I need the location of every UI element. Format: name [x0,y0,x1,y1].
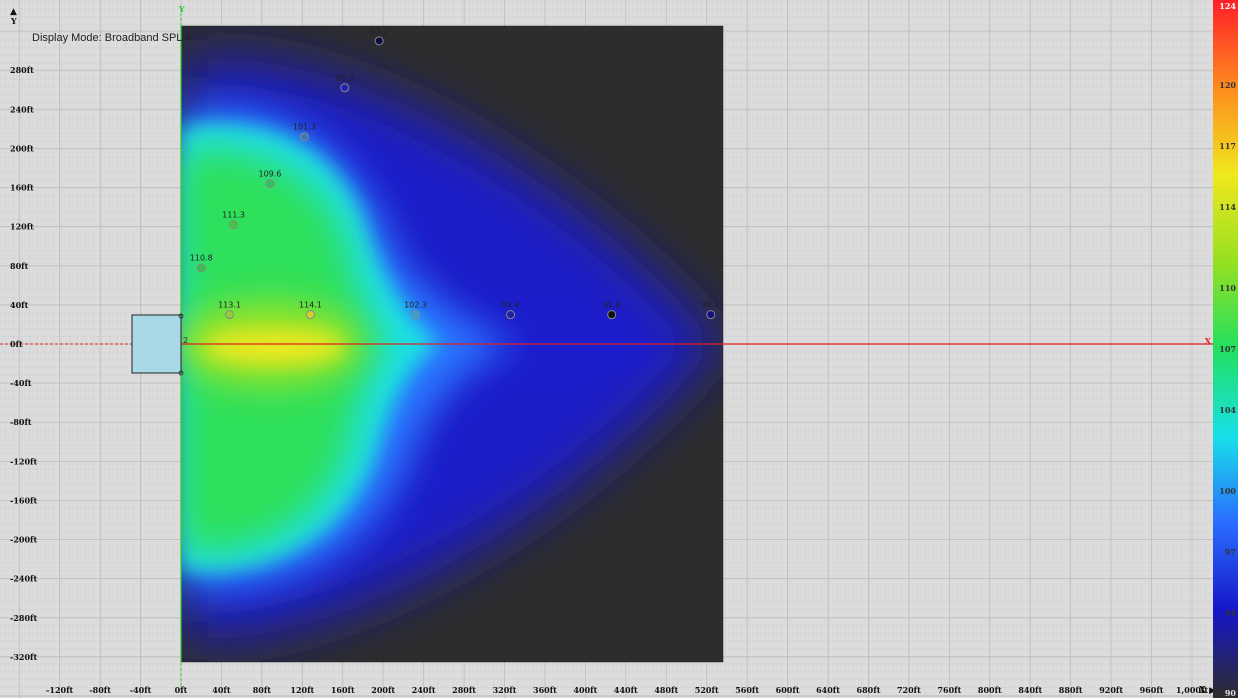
y-tick-label: 80ft [10,261,29,271]
x-tick-label: -40ft [130,685,152,695]
x-tick-label: 560ft [735,685,759,695]
x-axis-end-label: X ▶ [1199,686,1216,696]
y-tick-label: 280ft [10,65,34,75]
y-tick-label: -40ft [10,378,32,388]
x-tick-label: 0ft [175,685,188,695]
y-tick-label: -280ft [10,613,37,623]
y-tick-label: 200ft [10,143,34,153]
color-scale-label: 104 [1219,405,1236,415]
measurement-value: 96.3 [336,74,354,83]
measurement-point[interactable]: 111.3 [222,211,245,230]
measurement-point[interactable]: 93.2 [370,27,388,46]
y-tick-label: -240ft [10,574,37,584]
display-mode-label: Display Mode: Broadband SPL A [32,32,192,44]
y-axis-arrow-icon: ▲ [10,7,17,17]
x-tick-label: 280ft [452,685,476,695]
y-tick-label: -320ft [10,652,37,662]
measurement-value: 95.4 [502,301,520,310]
measurement-point[interactable]: 110.8 [190,254,213,273]
measurement-point[interactable]: 96.3 [336,74,354,93]
x-tick-label: 360ft [533,685,557,695]
y-tick-label: -80ft [10,417,32,427]
measurement-value: 88.1 [702,301,720,310]
source-label: 2 [183,336,188,345]
measurement-point[interactable]: 113.1 [218,301,241,320]
color-scale-label: 124 [1219,1,1236,11]
measurement-markers: 93.2 96.3 101.3 109.6 111.3 110.8 113.1 114.1 10… [190,27,720,320]
x-tick-label: 80ft [253,685,272,695]
y-tick-label: -200ft [10,535,37,545]
measurement-point[interactable]: 91.0 [603,301,621,320]
measurement-value: 102.3 [404,301,427,310]
measurement-value: 109.6 [259,170,282,179]
measurement-point[interactable]: 109.6 [259,170,282,189]
color-scale-bar [1213,0,1238,698]
color-scale-label: 110 [1219,283,1236,293]
x-tick-label: 640ft [816,685,840,695]
x-tick-label: 40ft [212,685,231,695]
color-scale-label: 114 [1219,202,1236,212]
y-axis-tick-labels: 280ft 240ft 200ft 160ft 120ft 80ft 40ft 0ft -40f… [10,65,37,662]
x-tick-label: 520ft [695,685,719,695]
x-tick-label: 480ft [654,685,678,695]
measurement-point[interactable]: 114.1 [299,301,322,320]
measurement-point[interactable]: 101.3 [293,123,316,142]
x-tick-label: 1,000ft [1176,685,1208,695]
measurement-value: 113.1 [218,301,241,310]
color-scale-label: 94 [1225,608,1237,618]
measurement-value: 101.3 [293,123,316,132]
x-tick-label: 200ft [371,685,395,695]
measurement-value: 111.3 [222,211,245,220]
color-scale-label: 97 [1225,547,1236,557]
x-axis-tick-labels: -120ft -80ft -40ft 0ft 40ft 80ft 120ft 160ft 200… [46,685,1208,695]
y-tick-label: 40ft [10,300,29,310]
y-axis-label: Y [10,16,17,26]
y-tick-label: 120ft [10,222,34,232]
x-tick-label: 160ft [331,685,355,695]
x-tick-label: 320ft [493,685,517,695]
x-tick-label: 720ft [897,685,921,695]
x-tick-label: 240ft [412,685,436,695]
x-tick-label: 760ft [937,685,961,695]
x-tick-label: 800ft [978,685,1002,695]
color-scale-label: 90 [1225,688,1237,698]
y-tick-label: 240ft [10,104,34,114]
x-tick-label: 400ft [573,685,597,695]
y-tick-label: 160ft [10,183,34,193]
x-axis-label: X [1205,336,1212,346]
x-tick-label: 680ft [857,685,881,695]
y-tick-label: 0ft [10,339,23,349]
y-tick-label: -120ft [10,456,37,466]
color-scale-label: 117 [1219,141,1236,151]
x-tick-label: 120ft [290,685,314,695]
measurement-point[interactable]: 95.4 [502,301,520,320]
y-tick-label: -160ft [10,495,37,505]
measurement-point[interactable]: 102.3 [404,301,427,320]
y-axis-top-label: Y [178,4,185,14]
x-tick-label: 920ft [1099,685,1123,695]
x-tick-label: -80ft [89,685,111,695]
color-scale-label: 107 [1219,344,1236,354]
measurement-value: 91.0 [603,301,621,310]
x-tick-label: 600ft [776,685,800,695]
measurement-value: 93.2 [370,27,388,36]
loudspeaker-source[interactable]: 2 [131,313,188,376]
x-tick-label: 880ft [1059,685,1083,695]
color-scale-label: 100 [1219,486,1236,496]
measurement-value: 114.1 [299,301,322,310]
x-tick-label: 440ft [614,685,638,695]
x-tick-label: 960ft [1140,685,1164,695]
measurement-value: 110.8 [190,254,213,263]
spl-color-scale: 124 120 117 114 110 107 104 100 97 94 90 [1213,0,1238,698]
x-tick-label: -120ft [46,685,73,695]
measurement-point[interactable]: 88.1 [702,301,720,320]
x-tick-label: 840ft [1018,685,1042,695]
color-scale-label: 120 [1219,80,1236,90]
